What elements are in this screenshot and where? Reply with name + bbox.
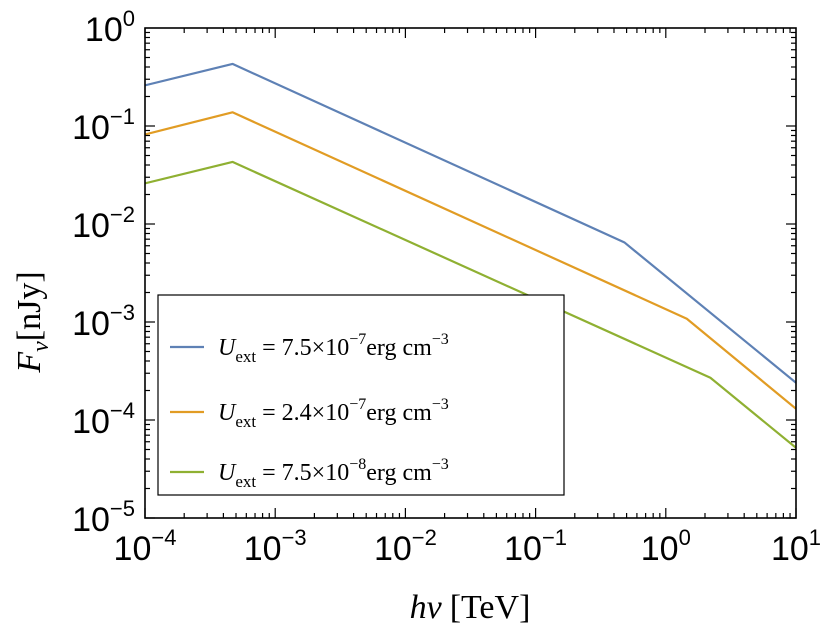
- y-tick-label: 10−5: [72, 496, 135, 539]
- x-tick-label: 10−4: [114, 525, 177, 568]
- series-line-1: [145, 62, 796, 384]
- x-tick-label: 10−3: [244, 525, 307, 568]
- series-layer: [145, 62, 796, 449]
- legend: Uext = 7.5×10−7erg cm−3 Uext = 2.4×10−7er…: [157, 294, 565, 496]
- y-tick-label: 10−1: [72, 104, 135, 147]
- plot-frame: [144, 27, 797, 519]
- x-axis-label-var: hν: [410, 589, 443, 626]
- x-axis-label-unit: [TeV]: [450, 589, 531, 626]
- tick-labels: 10−4 10−3 10−2 10−1 100 10110−510−410−310−210…: [72, 6, 821, 568]
- x-tick-label: 101: [771, 525, 821, 568]
- series-line-3: [145, 160, 796, 449]
- y-tick-label: 100: [85, 6, 135, 49]
- x-tick-label: 10−1: [504, 525, 567, 568]
- legend-entry-1: Uext = 7.5×10−7erg cm−3: [218, 331, 449, 366]
- x-axis-label: hν [TeV]: [410, 589, 531, 626]
- ticks-layer: [144, 28, 797, 519]
- y-axis-label: Fν[nJy]: [11, 271, 54, 373]
- legend-entry-2: Uext = 2.4×10−7erg cm−3: [218, 396, 449, 431]
- y-axis-label-unit: [nJy]: [11, 271, 48, 341]
- y-tick-label: 10−4: [72, 398, 135, 441]
- y-tick-label: 10−3: [72, 300, 135, 343]
- x-tick-label: 10−2: [374, 525, 437, 568]
- legend-entry-3: Uext = 7.5×10−8erg cm−3: [218, 456, 449, 491]
- y-axis-label-var: F: [11, 351, 48, 374]
- series-line-2: [145, 111, 796, 410]
- y-axis-label-sub: ν: [28, 341, 54, 352]
- legend-box: [157, 294, 565, 496]
- y-tick-label: 10−2: [72, 202, 135, 245]
- x-tick-label: 100: [641, 525, 691, 568]
